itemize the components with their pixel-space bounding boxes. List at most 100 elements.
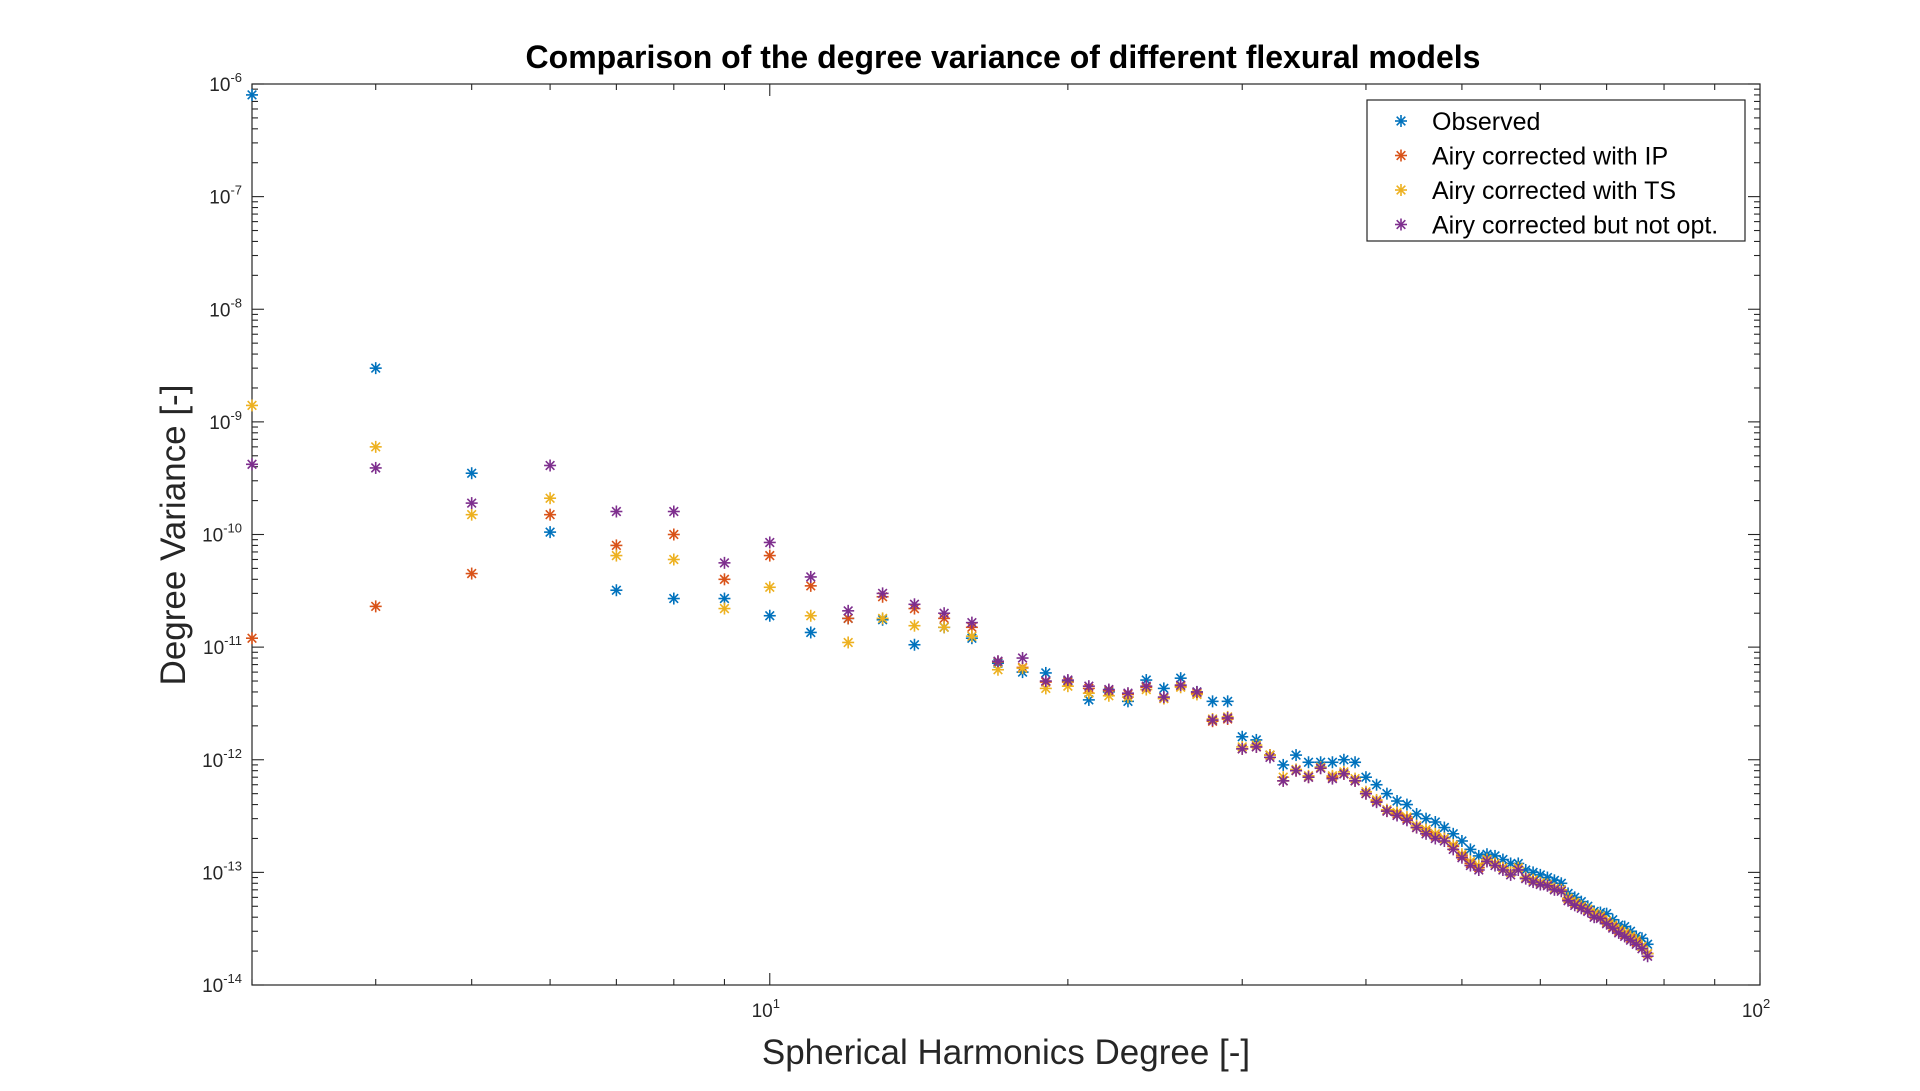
- data-point: [1606, 922, 1619, 935]
- data-point: [544, 526, 557, 539]
- data-point: [1480, 855, 1493, 868]
- data-point: [1541, 879, 1554, 892]
- data-point: [763, 609, 776, 622]
- data-point: [1562, 894, 1575, 907]
- data-point: [1016, 652, 1029, 665]
- data-point: [1447, 827, 1460, 840]
- data-point: [1337, 753, 1350, 766]
- data-point: [1206, 714, 1219, 727]
- data-point: [1277, 758, 1290, 771]
- y-tick-label: 10-6: [209, 70, 242, 96]
- data-point: [718, 602, 731, 615]
- data-point: [1174, 672, 1187, 685]
- data-point: [1190, 685, 1203, 698]
- data-point: [804, 626, 817, 639]
- y-tick-label: 10-8: [209, 295, 242, 321]
- data-point: [465, 567, 478, 580]
- data-point: [1391, 795, 1404, 808]
- data-point: [1263, 751, 1276, 764]
- x-tick-label: 102: [1742, 996, 1770, 1022]
- data-point: [1380, 787, 1393, 800]
- data-point: [1082, 687, 1095, 700]
- data-point: [465, 467, 478, 480]
- data-point: [1641, 950, 1654, 963]
- data-point: [718, 573, 731, 586]
- data-point: [544, 492, 557, 505]
- data-point: [763, 549, 776, 562]
- y-tick-label: 10-10: [202, 521, 242, 547]
- data-point: [1236, 742, 1249, 755]
- data-point: [763, 581, 776, 594]
- data-point: [1438, 834, 1451, 847]
- y-tick-label: 10-14: [202, 971, 242, 997]
- data-point: [1221, 711, 1234, 724]
- y-tick-label: 10-13: [202, 858, 242, 884]
- data-point: [1326, 772, 1339, 785]
- y-axis-label: Degree Variance [-]: [154, 385, 193, 686]
- data-point: [369, 600, 382, 613]
- data-point: [1400, 798, 1413, 811]
- data-point: [876, 587, 889, 600]
- data-point: [908, 638, 921, 651]
- data-point: [718, 592, 731, 605]
- data-point: [1447, 843, 1460, 856]
- data-point: [465, 497, 478, 510]
- data-point: [465, 508, 478, 521]
- data-point: [610, 505, 623, 518]
- data-point: [544, 508, 557, 521]
- data-point: [718, 556, 731, 569]
- data-point: [1039, 675, 1052, 688]
- data-point: [1429, 816, 1442, 829]
- data-point: [667, 553, 680, 566]
- data-point: [544, 459, 557, 472]
- data-point: [1455, 834, 1468, 847]
- data-point: [1455, 851, 1468, 864]
- data-point: [1410, 821, 1423, 834]
- data-point: [610, 549, 623, 562]
- data-points: [246, 88, 1654, 963]
- data-point: [1555, 885, 1568, 898]
- data-point: [1600, 917, 1613, 930]
- legend-marker: [1395, 218, 1407, 231]
- chart-title: Comparison of the degree variance of dif…: [526, 39, 1481, 75]
- data-point: [1302, 756, 1315, 769]
- y-tick-label: 10-9: [209, 408, 242, 434]
- data-point: [369, 461, 382, 474]
- data-point: [1391, 809, 1404, 822]
- data-point: [369, 440, 382, 453]
- legend-marker: [1395, 184, 1407, 196]
- data-point: [610, 584, 623, 597]
- data-point: [1359, 771, 1372, 784]
- data-point: [610, 539, 623, 552]
- x-axis-label: Spherical Harmonics Degree [-]: [762, 1033, 1250, 1072]
- data-point: [1016, 662, 1029, 675]
- data-point: [804, 570, 817, 583]
- data-point: [1121, 687, 1134, 700]
- data-point: [1472, 863, 1485, 876]
- data-point: [1496, 863, 1509, 876]
- legend-label: Observed: [1432, 108, 1540, 136]
- data-point: [667, 528, 680, 541]
- data-point: [1512, 863, 1525, 876]
- y-tick-label: 10-12: [202, 746, 242, 772]
- data-point: [1082, 680, 1095, 693]
- data-point: [1464, 859, 1477, 872]
- y-tick-label: 10-7: [209, 183, 242, 209]
- data-point: [1420, 812, 1433, 825]
- legend-marker: [1395, 149, 1407, 162]
- data-point: [246, 632, 258, 645]
- data-point: [1429, 832, 1442, 845]
- data-point: [804, 579, 817, 592]
- data-point: [908, 619, 921, 632]
- data-point: [246, 458, 258, 471]
- data-point: [1349, 756, 1362, 769]
- data-point: [965, 630, 978, 643]
- data-point: [246, 88, 258, 101]
- data-point: [1400, 814, 1413, 827]
- axis-tick-labels: 10-14 10-13 10-12 10-11 10-10 10-9 10-8 10-7 10-…: [202, 70, 1770, 1022]
- data-point: [667, 505, 680, 518]
- data-point: [1250, 740, 1263, 753]
- data-point: [908, 598, 921, 611]
- series-3: [246, 458, 1654, 963]
- data-point: [1290, 764, 1303, 777]
